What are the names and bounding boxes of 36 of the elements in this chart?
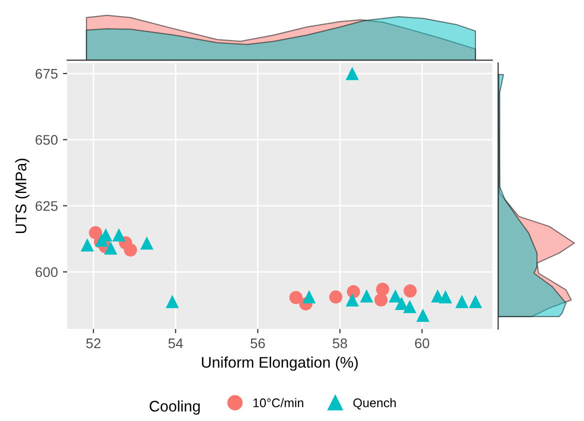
x-tick-label: 60: [415, 338, 430, 348]
point: [112, 228, 126, 242]
x-tick-label: 54: [168, 338, 183, 348]
point: [346, 285, 360, 298]
y-tick-label: 650: [36, 134, 58, 145]
x-tick-label: 52: [86, 338, 100, 348]
legend-title: Cooling: [150, 400, 200, 415]
point: [124, 243, 138, 257]
point: [404, 284, 417, 298]
point: [346, 293, 359, 307]
point: [455, 294, 469, 308]
y-tick-label: 600: [36, 267, 58, 278]
legend-label: Quench: [353, 398, 396, 410]
point: [416, 308, 430, 322]
y-axis-title: UTS (MPa): [15, 158, 30, 233]
point: [166, 294, 179, 308]
point: [104, 241, 118, 255]
point: [394, 296, 408, 310]
point: [140, 236, 154, 250]
point: [360, 289, 374, 303]
point: [329, 290, 342, 304]
point: [289, 290, 303, 304]
point: [302, 290, 316, 304]
point: [346, 66, 359, 80]
x-tick-label: 56: [250, 338, 265, 348]
point: [403, 300, 416, 314]
legend-label: 10°C/min: [253, 398, 304, 408]
point: [388, 289, 402, 303]
y-tick-label: 625: [36, 201, 58, 211]
point: [374, 293, 388, 307]
point: [468, 294, 482, 308]
x-tick-label: 58: [332, 338, 348, 348]
x-axis-title: Uniform Elongation (%): [202, 356, 358, 371]
point: [438, 290, 452, 304]
point: [80, 238, 94, 252]
y-tick-label: 675: [36, 68, 58, 79]
